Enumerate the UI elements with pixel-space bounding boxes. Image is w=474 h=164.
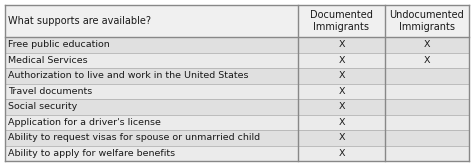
Text: X: X [338, 133, 345, 142]
Text: Documented
Immigrants: Documented Immigrants [310, 10, 373, 32]
Bar [5, 68, 469, 83]
Text: X: X [424, 40, 430, 49]
Text: X: X [338, 71, 345, 80]
Text: Ability to request visas for spouse or unmarried child: Ability to request visas for spouse or u… [8, 133, 260, 142]
Bar [5, 99, 469, 114]
Text: X: X [338, 118, 345, 127]
Text: Travel documents: Travel documents [8, 87, 92, 96]
Text: Undocumented
Immigrants: Undocumented Immigrants [390, 10, 465, 32]
Bar [5, 145, 469, 161]
Text: Application for a driver's license: Application for a driver's license [8, 118, 161, 127]
Text: Authorization to live and work in the United States: Authorization to live and work in the Un… [8, 71, 248, 80]
Text: X: X [338, 149, 345, 158]
Bar [5, 114, 469, 130]
Text: X: X [338, 56, 345, 65]
Bar [5, 52, 469, 68]
Text: X: X [338, 40, 345, 49]
Text: What supports are available?: What supports are available? [8, 16, 151, 26]
Bar [5, 37, 469, 52]
Text: X: X [338, 102, 345, 111]
Bar [5, 83, 469, 99]
Bar [5, 5, 469, 37]
Text: Free public education: Free public education [8, 40, 110, 49]
Bar [5, 130, 469, 145]
Text: X: X [338, 87, 345, 96]
Text: Social security: Social security [8, 102, 77, 111]
Text: X: X [424, 56, 430, 65]
Text: Ability to apply for welfare benefits: Ability to apply for welfare benefits [8, 149, 175, 158]
Text: Medical Services: Medical Services [8, 56, 88, 65]
